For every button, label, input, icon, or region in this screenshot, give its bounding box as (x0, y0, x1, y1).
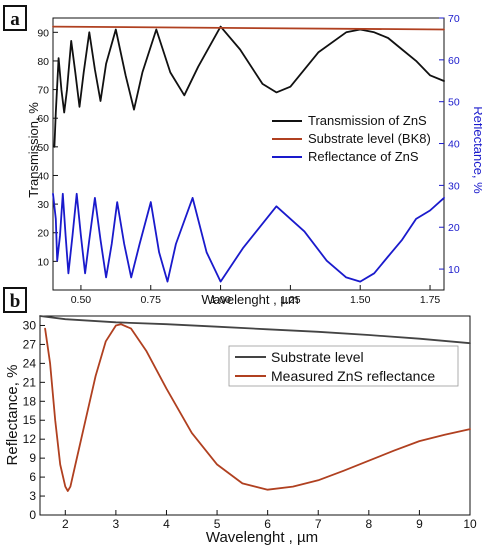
y-tick-label-0: 0 (29, 508, 36, 522)
panel-a-y-axis-label: Transmission, % (26, 102, 41, 198)
y-tick-label-18: 18 (23, 394, 37, 408)
x-tick-label-0-50: 0.50 (71, 294, 92, 306)
y-tick-label-12: 12 (23, 432, 37, 446)
x-tick-label-1-00: 1.00 (210, 294, 231, 306)
y-right-tick-label-10: 10 (448, 264, 460, 276)
y-right-tick-label-20: 20 (448, 222, 460, 234)
y-right-tick-label-50: 50 (448, 97, 460, 109)
x-tick-label-1-25: 1.25 (280, 294, 301, 306)
panel-b-frame (39, 315, 471, 516)
panel-b-label-box (3, 287, 27, 313)
x-tick-label-1-50: 1.50 (350, 294, 371, 306)
y-tick-label-20: 20 (37, 228, 49, 240)
panel-b-y-axis-label: Reflectance, % (4, 365, 21, 466)
x-tick-label-2: 2 (62, 517, 69, 531)
x-tick-label-4: 4 (163, 517, 170, 531)
panel-a-y-right-ticks: 10 20 30 40 50 60 70 (439, 13, 460, 276)
panel-b-x-ticks: 2 3 4 5 6 7 8 9 10 (62, 510, 477, 531)
panel-a-frame (52, 17, 445, 291)
y-tick-label-21: 21 (23, 375, 37, 389)
y-tick-label-3: 3 (29, 489, 36, 503)
series-line-measured-zns-reflectance (44, 323, 471, 492)
y-tick-label-27: 27 (23, 337, 37, 351)
panel-a-x-axis-label: Wavelenght , µm (201, 292, 298, 307)
panel-b-y-ticks: 0 3 6 9 12 15 18 21 24 27 30 (23, 318, 45, 522)
x-tick-label-1-75: 1.75 (420, 294, 441, 306)
legend-label-transmission: Transmission of ZnS (308, 113, 427, 128)
panel-b-legend-box (228, 345, 459, 387)
series-line-substrate-level (39, 315, 471, 345)
y-right-tick-label-30: 30 (448, 180, 460, 192)
x-tick-label-10: 10 (463, 517, 477, 531)
panel-a-y-ticks: 10 20 30 40 50 60 70 80 90 (37, 27, 58, 268)
panel-b-x-axis-label: Wavelenght , µm (206, 529, 318, 546)
y-tick-label-40: 40 (37, 170, 49, 182)
series-line-substrate-level-bk8 (52, 25, 445, 31)
x-tick-label-6: 6 (264, 517, 271, 531)
legend-label-substrate: Substrate level (BK8) (308, 131, 431, 146)
y-right-tick-label-40: 40 (448, 139, 460, 151)
x-tick-label-8: 8 (365, 517, 372, 531)
panel-b-label: b (10, 291, 21, 312)
x-tick-label-9: 9 (416, 517, 423, 531)
series-line-transmission-of-zns (53, 25, 445, 148)
x-tick-label-3: 3 (113, 517, 120, 531)
y-tick-label-50: 50 (37, 142, 49, 154)
y-tick-label-70: 70 (37, 85, 49, 97)
panel-a-x-ticks: 0.50 0.75 1.00 1.25 1.50 1.75 (71, 285, 441, 306)
y-right-tick-label-70: 70 (448, 13, 460, 25)
panel-a-series (52, 25, 445, 283)
panel-a-legend: Transmission of ZnS Substrate level (BK8… (272, 113, 431, 164)
x-tick-label-7: 7 (315, 517, 322, 531)
panel-b-series (39, 315, 471, 492)
panel-b-legend: Substrate level Measured ZnS reflectance (228, 345, 459, 387)
x-tick-label-5: 5 (214, 517, 221, 531)
panel-a-y-right-axis-label: Reflectance, % (471, 106, 482, 194)
series-line-reflectance-of-zns (52, 192, 445, 283)
legend-label-measured: Measured ZnS reflectance (271, 368, 435, 384)
y-tick-label-30: 30 (37, 199, 49, 211)
y-tick-label-90: 90 (37, 27, 49, 39)
panel-a-label-box (3, 5, 27, 31)
legend-label-reflectance: Reflectance of ZnS (308, 149, 419, 164)
panel-b: b 2 3 4 5 6 7 8 9 10 0 3 6 9 12 15 18 21 24 27 30 Waveleng… (3, 287, 477, 546)
x-tick-label-0-75: 0.75 (141, 294, 162, 306)
y-tick-label-10: 10 (37, 256, 49, 268)
y-tick-label-24: 24 (23, 356, 37, 370)
panel-a-label: a (10, 9, 20, 30)
y-tick-label-9: 9 (29, 451, 36, 465)
y-right-tick-label-60: 60 (448, 55, 460, 67)
y-tick-label-6: 6 (29, 470, 36, 484)
y-tick-label-80: 80 (37, 56, 49, 68)
y-tick-label-60: 60 (37, 113, 49, 125)
y-tick-label-30: 30 (23, 318, 37, 332)
y-tick-label-15: 15 (23, 413, 37, 427)
panel-a: a 0.50 0.75 1.00 1.25 1.50 1.75 10 20 30 40 50 60 7… (3, 5, 482, 307)
legend-label-substrate-level: Substrate level (271, 349, 364, 365)
